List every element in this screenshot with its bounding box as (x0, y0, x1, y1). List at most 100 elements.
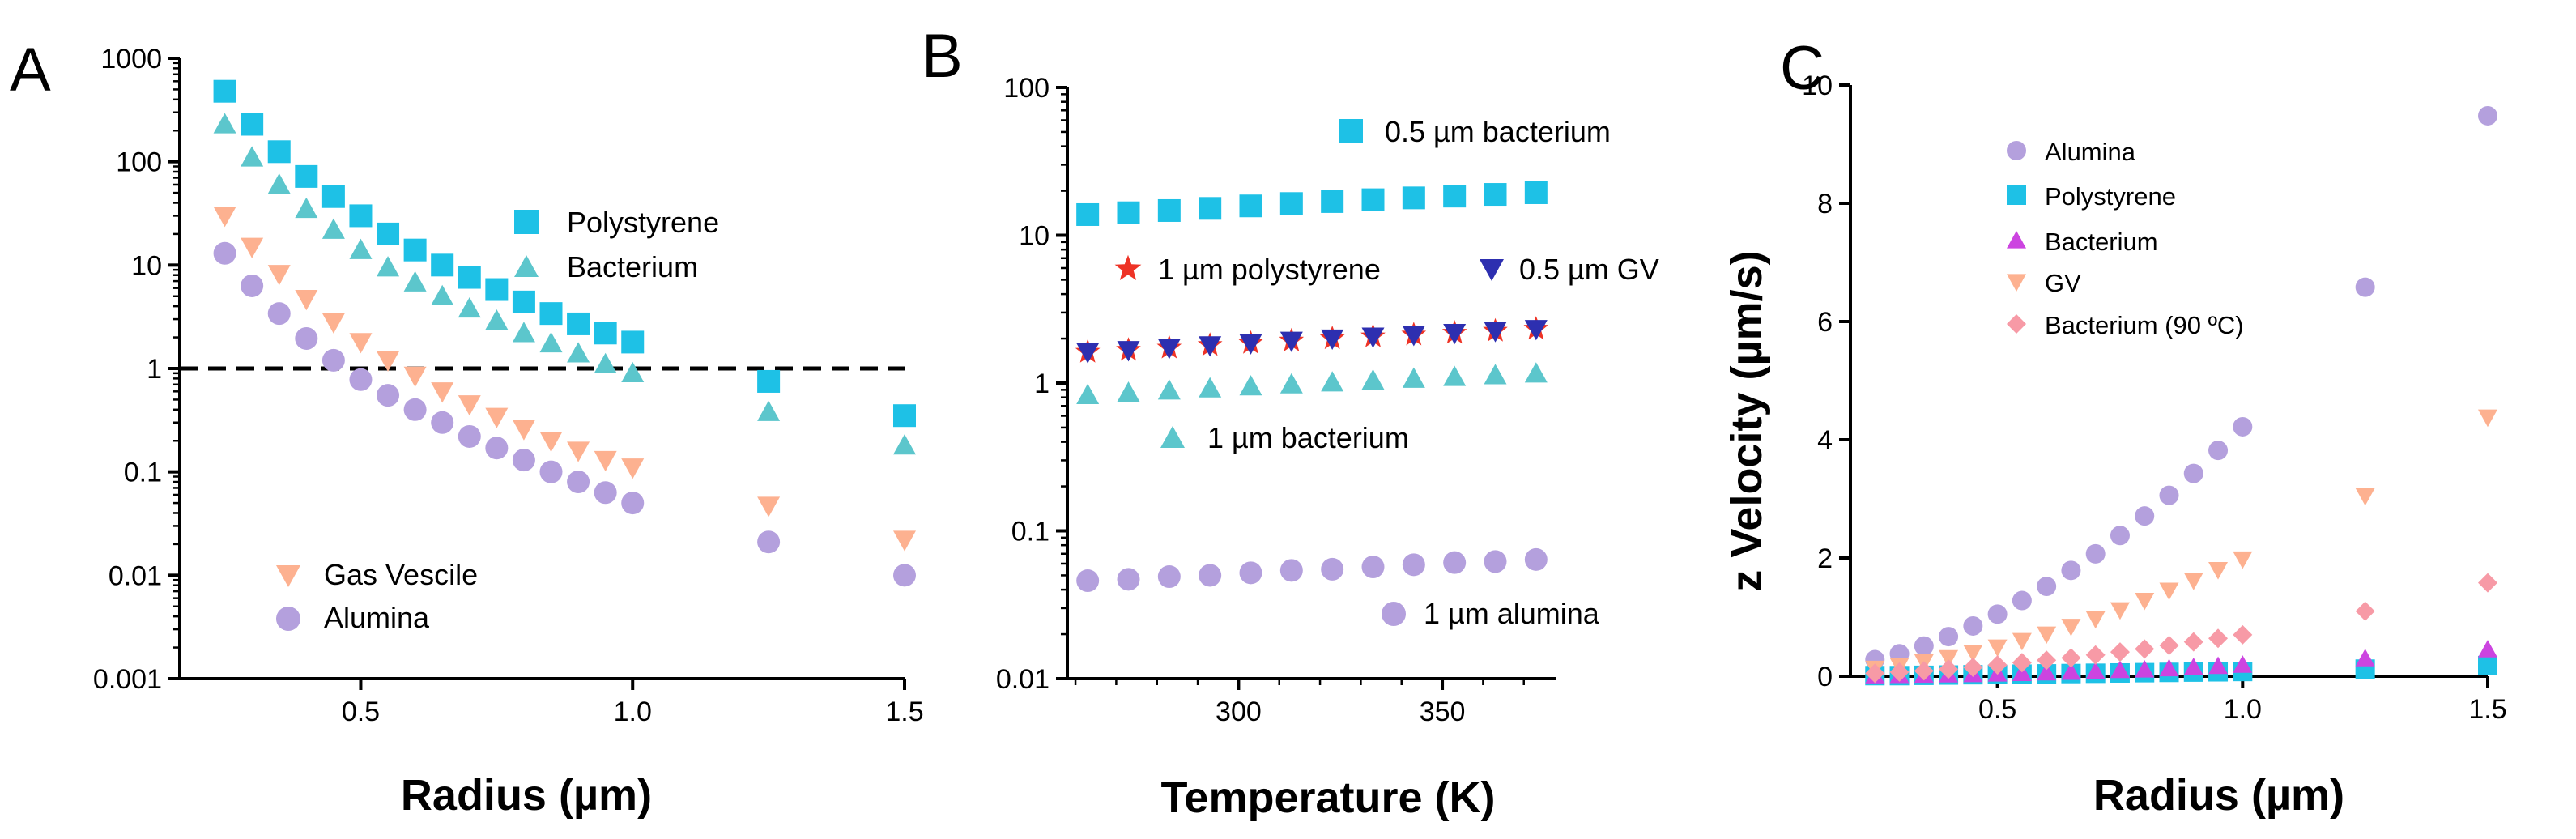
data-point (621, 492, 645, 515)
data-point (349, 204, 373, 228)
data-point (1484, 550, 1507, 573)
data-point (2037, 662, 2057, 681)
legend-marker (276, 565, 300, 587)
y-tick-label: 6 (1817, 307, 1833, 338)
data-point (2355, 601, 2375, 621)
series-bacterium-90-c- (1865, 573, 2497, 684)
data-point (1076, 569, 1100, 593)
data-point (1157, 379, 1181, 400)
data-point (1524, 320, 1548, 341)
data-point (893, 434, 916, 455)
data-point (267, 172, 291, 194)
data-point (458, 296, 481, 318)
data-point (1939, 627, 1959, 647)
data-point (1914, 661, 1934, 681)
panel-label-a: A (10, 36, 51, 104)
data-point (2135, 592, 2155, 611)
data-point (1239, 194, 1262, 218)
data-point (349, 368, 373, 391)
data-point (567, 342, 590, 363)
data-point (621, 330, 645, 354)
data-point (2159, 485, 2179, 505)
data-point (2110, 602, 2130, 620)
data-point (1279, 559, 1303, 582)
data-point (213, 207, 236, 228)
panel-c: C 0 2 4 6 8 10 0.5 1.0 1.5 Alumina Polystyrene B… (1722, 34, 2507, 820)
legend-marker (2007, 231, 2026, 249)
y-tick-label: 10 (1802, 70, 1833, 101)
data-point (2159, 582, 2179, 601)
panel-b-plot-area: 0.01 0.1 1 10 100 300 350 (996, 73, 1556, 727)
legend-b-alumina-1: 1 µm alumina (1424, 597, 1600, 630)
data-point (241, 146, 264, 167)
data-point (213, 113, 236, 134)
data-point (567, 312, 590, 335)
data-point (1117, 201, 1140, 224)
data-point (1321, 557, 1344, 581)
data-point (512, 449, 535, 472)
data-point (1443, 551, 1467, 574)
data-point (567, 471, 590, 494)
data-point (2061, 662, 2081, 680)
series-polystyrene (213, 79, 916, 428)
data-point (1076, 202, 1100, 226)
legend-c-bacterium: Bacterium (2045, 228, 2158, 256)
data-point (594, 450, 617, 472)
data-point (1963, 645, 1983, 662)
data-point (1402, 553, 1425, 577)
data-point (1076, 383, 1100, 404)
data-point (295, 326, 318, 350)
data-point (2233, 624, 2253, 645)
y-tick-label: 0.01 (109, 560, 162, 591)
data-point (1402, 326, 1425, 347)
data-point (2110, 526, 2130, 546)
legend-a-polystyrene: Polystyrene (567, 206, 719, 239)
data-point (1321, 371, 1344, 392)
data-point (1239, 561, 1262, 585)
data-point (512, 322, 535, 343)
data-point (267, 265, 291, 286)
panel-a-plot-area: 0.001 0.01 0.1 1 10 100 1000 0.5 1.0 1.5 (93, 44, 924, 727)
data-point (567, 441, 590, 462)
data-point (2478, 573, 2497, 593)
data-point (2478, 655, 2497, 675)
data-point (2110, 660, 2130, 679)
data-point (1524, 362, 1548, 383)
data-point (2233, 655, 2253, 673)
data-point (757, 530, 781, 554)
data-point (2208, 441, 2229, 461)
series-gv (1865, 409, 2497, 679)
data-point (403, 366, 427, 388)
data-point (539, 331, 563, 353)
y-tick-label: 0.1 (124, 458, 162, 488)
data-point (1963, 658, 1983, 678)
data-point (241, 237, 264, 258)
data-point (1987, 655, 2008, 675)
data-point (213, 79, 236, 103)
data-point (1484, 322, 1507, 343)
data-point (1279, 192, 1303, 215)
data-point (349, 333, 373, 354)
data-point (1117, 381, 1140, 402)
data-point (1321, 190, 1344, 213)
data-point (1443, 365, 1467, 386)
panel-a: A 0.001 0.01 0.1 1 10 100 1000 0.5 1.0 1.5 Polyst… (10, 36, 924, 820)
data-point (431, 411, 454, 434)
legend-marker (1480, 259, 1504, 281)
data-point (2183, 658, 2203, 675)
data-point (2085, 543, 2106, 564)
y-tick-label: 8 (1817, 189, 1833, 219)
series-bacterium (213, 113, 916, 455)
data-point (1939, 649, 1959, 668)
data-point (295, 289, 318, 311)
data-point (1402, 186, 1425, 210)
data-point (1443, 324, 1467, 345)
data-point (1361, 327, 1385, 348)
data-point (321, 185, 345, 208)
data-point (2159, 636, 2179, 656)
y-tick-label: 2 (1817, 543, 1833, 574)
data-point (2478, 105, 2497, 126)
data-point (431, 253, 454, 277)
data-point (2478, 640, 2497, 658)
data-point (1199, 197, 1222, 220)
